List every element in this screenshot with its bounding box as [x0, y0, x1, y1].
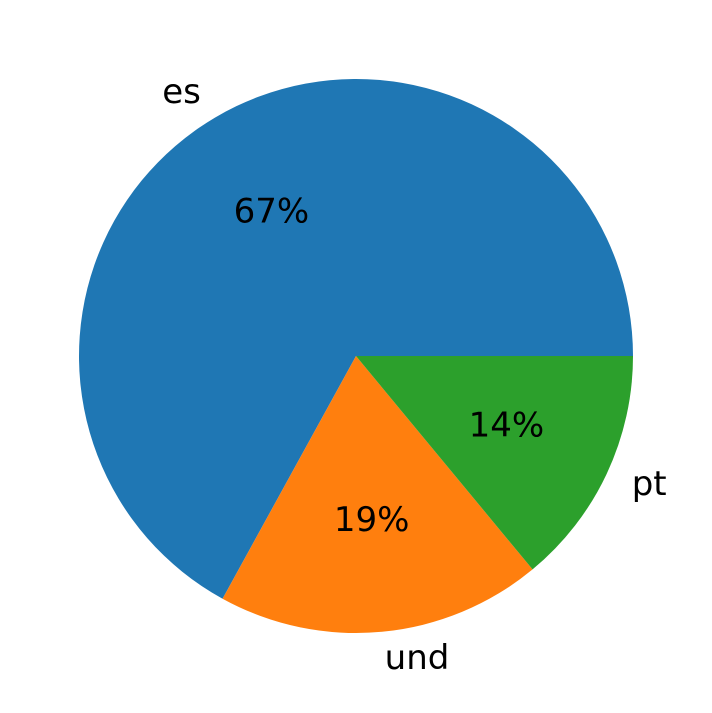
- pie-wedge: [356, 356, 633, 570]
- pie-wedge: [78, 79, 634, 599]
- value-label: 19%: [334, 500, 410, 540]
- value-label: 67%: [234, 191, 310, 231]
- category-label: und: [385, 638, 450, 678]
- value-label: 14%: [469, 405, 545, 445]
- category-label: pt: [632, 464, 667, 504]
- pie-wedge: [222, 356, 533, 633]
- category-label: es: [162, 72, 201, 112]
